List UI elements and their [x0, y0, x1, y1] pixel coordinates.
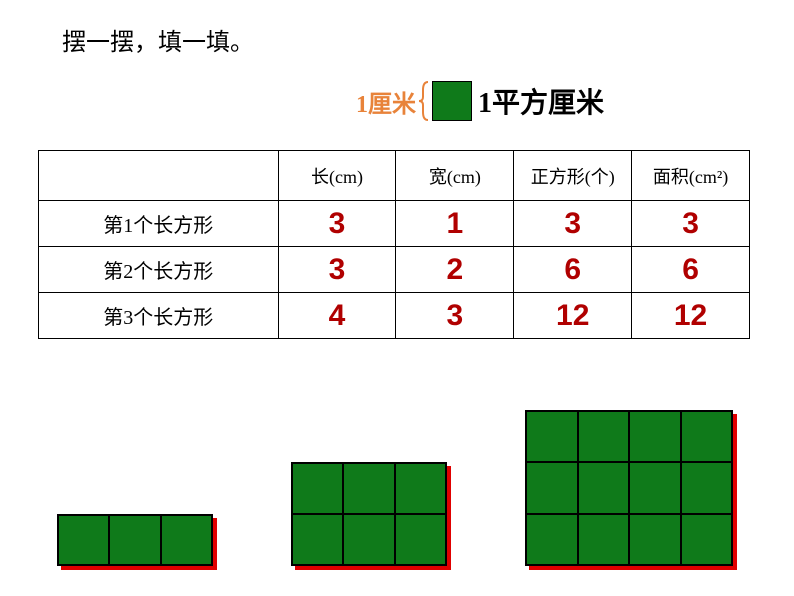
rectangle-2 — [291, 462, 451, 570]
grid-cell — [161, 515, 212, 565]
value-squares: 12 — [514, 293, 632, 339]
grid-cell — [526, 514, 578, 565]
grid-cell — [681, 462, 733, 513]
rectangles-container — [0, 410, 794, 570]
grid-cell — [578, 411, 630, 462]
grid-cell — [681, 411, 733, 462]
grid-cell — [292, 514, 343, 565]
table-row: 第2个长方形3266 — [39, 247, 750, 293]
value-area: 3 — [632, 201, 750, 247]
rectangle-grid — [525, 410, 733, 566]
legend-label: 1厘米 — [356, 84, 416, 119]
value-width: 2 — [396, 247, 514, 293]
grid-cell — [343, 514, 394, 565]
header-width: 宽(cm) — [396, 151, 514, 201]
value-width: 1 — [396, 201, 514, 247]
grid-cell — [578, 514, 630, 565]
value-length: 3 — [278, 201, 396, 247]
legend-unit: 1平方厘米 — [478, 81, 604, 121]
header-area: 面积(cm²) — [632, 151, 750, 201]
grid-cell — [629, 411, 681, 462]
row-label: 第3个长方形 — [39, 293, 279, 339]
table-row: 第3个长方形431212 — [39, 293, 750, 339]
grid-cell — [526, 462, 578, 513]
data-table: 长(cm) 宽(cm) 正方形(个) 面积(cm²) 第1个长方形3133第2个… — [38, 150, 750, 339]
grid-cell — [395, 463, 446, 514]
grid-cell — [526, 411, 578, 462]
grid-cell — [58, 515, 109, 565]
table-header-row: 长(cm) 宽(cm) 正方形(个) 面积(cm²) — [39, 151, 750, 201]
row-label: 第2个长方形 — [39, 247, 279, 293]
value-length: 4 — [278, 293, 396, 339]
page-title: 摆一摆，填一填。 — [62, 22, 254, 57]
legend-square — [432, 81, 472, 121]
grid-cell — [109, 515, 160, 565]
value-squares: 3 — [514, 201, 632, 247]
bracket-icon — [418, 80, 430, 122]
grid-cell — [578, 462, 630, 513]
value-squares: 6 — [514, 247, 632, 293]
legend: 1厘米 1平方厘米 — [356, 80, 604, 122]
rectangle-3 — [525, 410, 737, 570]
grid-cell — [681, 514, 733, 565]
table-row: 第1个长方形3133 — [39, 201, 750, 247]
grid-cell — [629, 462, 681, 513]
value-width: 3 — [396, 293, 514, 339]
header-squares: 正方形(个) — [514, 151, 632, 201]
rectangle-1 — [57, 514, 217, 570]
value-length: 3 — [278, 247, 396, 293]
header-blank — [39, 151, 279, 201]
value-area: 12 — [632, 293, 750, 339]
rectangle-grid — [57, 514, 213, 566]
value-area: 6 — [632, 247, 750, 293]
header-length: 长(cm) — [278, 151, 396, 201]
rectangle-grid — [291, 462, 447, 566]
grid-cell — [395, 514, 446, 565]
grid-cell — [292, 463, 343, 514]
grid-cell — [629, 514, 681, 565]
grid-cell — [343, 463, 394, 514]
row-label: 第1个长方形 — [39, 201, 279, 247]
